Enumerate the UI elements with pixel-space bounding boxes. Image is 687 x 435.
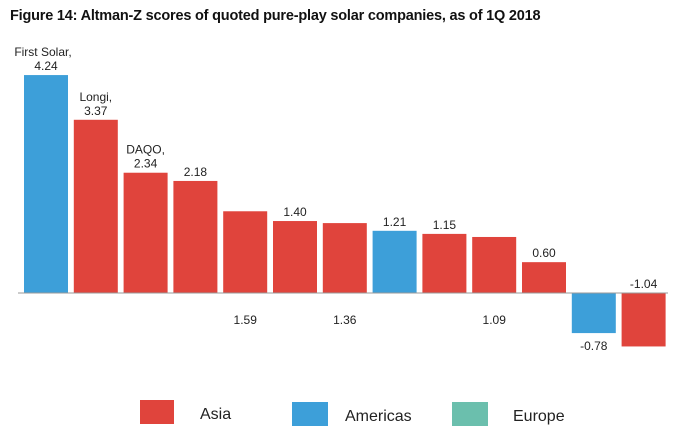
bar: [173, 180, 218, 293]
data-label: -0.78: [580, 339, 608, 353]
legend-swatch-americas: [292, 402, 328, 426]
data-label: -1.04: [630, 277, 658, 291]
data-label: 1.40: [283, 205, 307, 219]
bar: [73, 119, 118, 293]
data-label: 0.60: [532, 246, 556, 260]
bar: [522, 262, 566, 293]
data-label: 1.15: [433, 218, 457, 232]
bar: [223, 211, 268, 293]
bar: [24, 75, 68, 294]
data-label: 1.36: [333, 313, 357, 327]
bar: [422, 233, 467, 293]
chart-title: Figure 14: Altman-Z scores of quoted pur…: [10, 8, 541, 24]
data-label: 2.34: [134, 157, 158, 171]
bar: [273, 221, 317, 293]
bar: [571, 293, 616, 334]
bar: [123, 172, 168, 293]
legend-swatch-europe: [452, 402, 488, 426]
legend-label-europe: Europe: [513, 408, 565, 425]
legend-label-asia: Asia: [200, 406, 232, 423]
company-label: First Solar,: [14, 45, 71, 59]
data-label: 1.59: [234, 313, 258, 327]
bar: [472, 236, 517, 293]
company-label: Longi,: [79, 90, 112, 104]
legend-swatch-asia: [140, 400, 174, 424]
data-label: 4.24: [34, 59, 58, 73]
bar: [322, 223, 367, 293]
data-label: 3.37: [84, 104, 108, 118]
legend-label-americas: Americas: [345, 408, 412, 425]
bar: [621, 293, 666, 347]
company-label: DAQO,: [126, 143, 165, 157]
data-label: 2.18: [184, 165, 208, 179]
bar: [372, 230, 417, 293]
data-label: 1.21: [383, 215, 407, 229]
data-label: 1.09: [483, 313, 507, 327]
